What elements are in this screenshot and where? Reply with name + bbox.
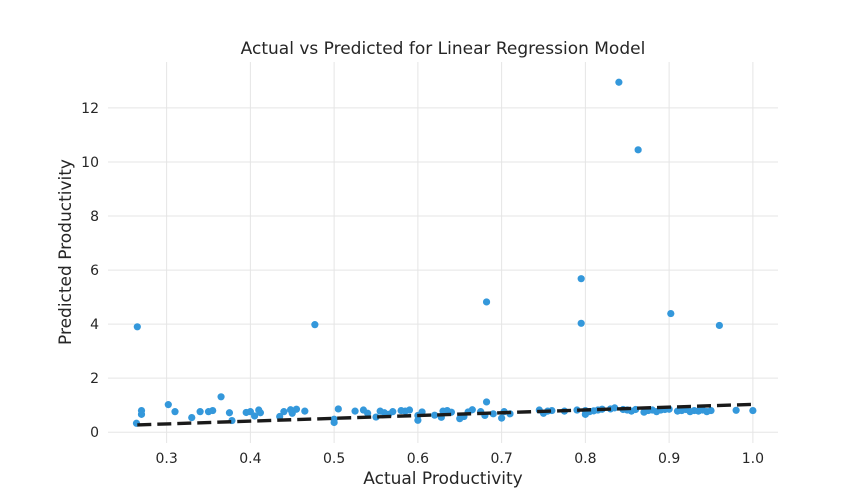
x-tick-label: 0.6 (407, 451, 429, 467)
data-point (311, 321, 319, 329)
data-point (498, 414, 506, 422)
chart-title: Actual vs Predicted for Linear Regressio… (241, 39, 646, 59)
data-point (715, 321, 723, 330)
y-tick-label: 8 (90, 209, 99, 225)
x-tick-label: 0.9 (658, 451, 680, 467)
x-tick-label: 0.3 (155, 451, 177, 467)
data-point (611, 404, 619, 412)
x-tick-label: 0.7 (490, 451, 512, 467)
data-point (482, 398, 491, 406)
data-point (431, 411, 439, 419)
data-point (133, 323, 141, 331)
data-point (364, 409, 372, 417)
y-tick-label: 10 (81, 155, 99, 171)
y-tick-label: 4 (90, 317, 99, 333)
data-point (301, 407, 309, 415)
fit-line (137, 402, 753, 427)
data-point (292, 405, 301, 413)
data-point (707, 406, 715, 415)
data-point (351, 407, 359, 415)
data-point (276, 412, 284, 421)
tick-labels: 0.3 0.4 0.5 0.6 0.7 0.8 0.9 1.0 0 2 4 6 8 10 12 (81, 101, 764, 467)
x-tick-label: 0.8 (574, 451, 596, 467)
data-point (405, 406, 414, 414)
y-tick-label: 6 (90, 263, 99, 279)
x-axis-label: Actual Productivity (363, 469, 522, 489)
data-point (732, 406, 740, 414)
data-point (615, 78, 623, 86)
data-point (280, 408, 288, 416)
data-point (225, 409, 234, 417)
data-point (217, 393, 225, 401)
data-point (489, 410, 497, 418)
data-point (250, 412, 259, 420)
data-point (256, 409, 265, 417)
data-point (482, 298, 491, 306)
y-tick-label: 12 (81, 101, 99, 117)
x-tick-label: 0.4 (239, 451, 261, 467)
data-point (749, 406, 757, 415)
data-point (634, 146, 642, 154)
scatter-points (132, 78, 757, 427)
grid (108, 62, 778, 443)
data-point (468, 406, 476, 414)
data-point (577, 275, 585, 283)
x-tick-label: 1.0 (742, 451, 764, 467)
data-point (330, 415, 338, 423)
data-point (667, 309, 675, 318)
data-point (389, 408, 397, 416)
data-point (164, 401, 172, 409)
data-point (137, 406, 146, 415)
data-point (334, 405, 342, 413)
y-tick-label: 0 (90, 425, 99, 441)
y-tick-label: 2 (90, 371, 99, 387)
y-axis-label: Predicted Productivity (56, 159, 76, 345)
data-point (171, 408, 179, 416)
data-point (188, 414, 196, 422)
x-tick-label: 0.5 (323, 451, 345, 467)
data-point (577, 319, 585, 327)
data-point (209, 406, 217, 415)
data-point (196, 408, 204, 416)
